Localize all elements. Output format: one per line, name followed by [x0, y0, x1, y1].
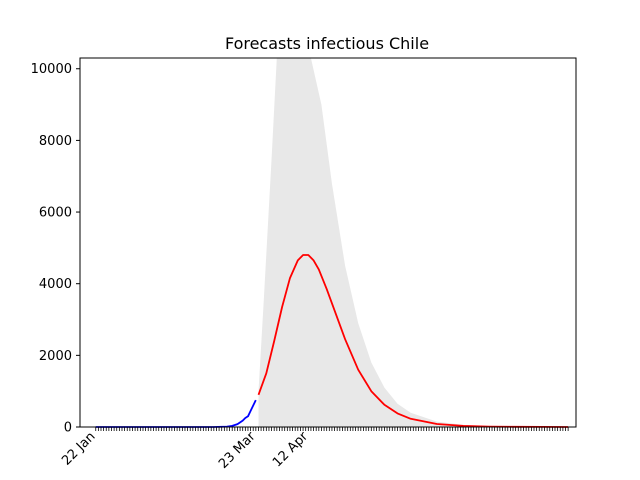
uncertainty-band-layer	[258, 58, 569, 427]
y-tick-label: 0	[64, 421, 72, 436]
forecast-series-line	[257, 254, 569, 428]
observed-series-line	[95, 399, 257, 428]
y-tick-label: 2000	[39, 349, 72, 364]
uncertainty-band	[258, 58, 569, 427]
y-tick-label: 6000	[39, 206, 72, 221]
tick-layer	[76, 68, 569, 431]
chart-title: Forecasts infectious Chile	[225, 34, 429, 53]
x-tick-label: 23 Mar	[216, 429, 259, 472]
y-tick-label: 8000	[39, 134, 72, 149]
y-tick-label: 10000	[31, 62, 72, 77]
y-tick-label: 4000	[39, 277, 72, 292]
plot-frame	[79, 57, 577, 428]
x-tick-label: 12 Apr	[270, 429, 312, 471]
